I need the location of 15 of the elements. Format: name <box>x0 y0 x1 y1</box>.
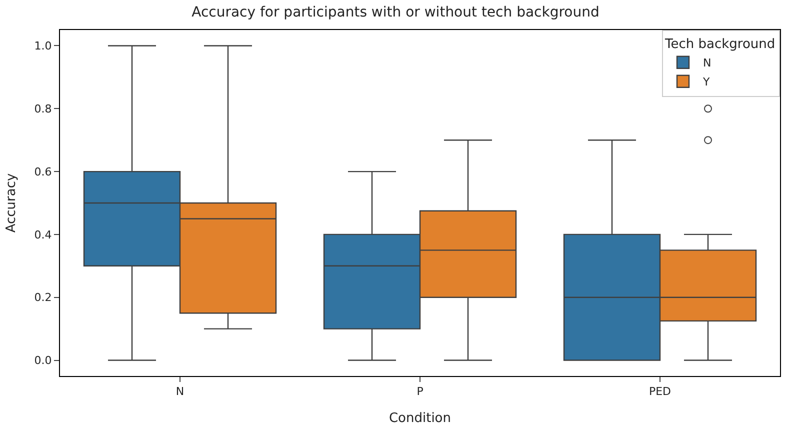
y-tick-label: 0.4 <box>34 228 52 242</box>
y-axis-title: Accuracy <box>4 173 20 233</box>
legend-label: Y <box>702 76 710 89</box>
x-tick-label: N <box>176 385 184 398</box>
chart-title: Accuracy for participants with or without tech background <box>192 4 600 20</box>
y-tick-label: 0.6 <box>34 165 52 178</box>
y-tick-label: 0.2 <box>34 291 52 304</box>
x-axis-title: Condition <box>388 410 452 426</box>
y-tick-label: 0.0 <box>34 354 52 368</box>
legend-title: Tech background <box>664 36 776 52</box>
y-tick-label: 0.8 <box>34 102 52 116</box>
x-tick-label: PED <box>648 385 672 398</box>
legend-label: N <box>703 56 712 70</box>
x-tick-label: P <box>416 385 424 398</box>
y-tick-label: 1.0 <box>34 40 52 53</box>
